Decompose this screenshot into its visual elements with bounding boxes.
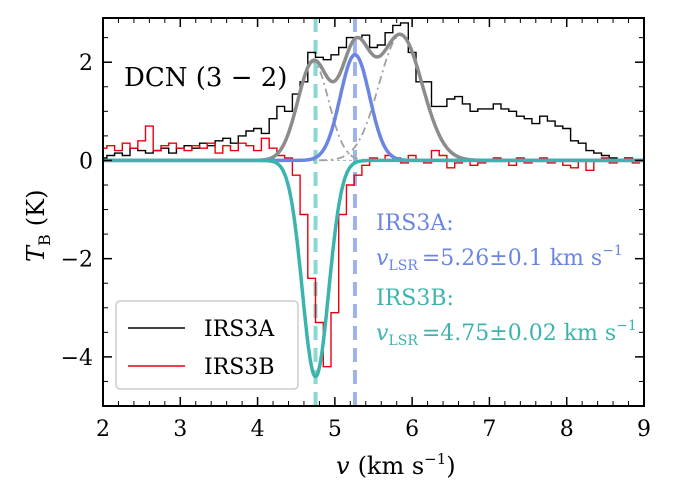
irs3b-annotation-label: IRS3B: — [376, 286, 454, 311]
x-tick-label: 5 — [328, 417, 342, 442]
y-axis-label: TB (K) — [22, 190, 54, 262]
x-axis-unit: (km s — [358, 452, 425, 480]
x-axis-unit-exp: −1 — [424, 450, 446, 468]
series-irs3a — [103, 22, 641, 162]
irs3a-vlsr-exp: −1 — [602, 243, 623, 259]
y-tick-label: −4 — [61, 346, 93, 371]
ticks-group — [102, 18, 645, 406]
x-axis-unit-close: ) — [446, 452, 455, 480]
irs3a-annotation-vlsr: vLSR =5.26±0.1 km s−1 — [376, 243, 623, 274]
y-tick-label: 0 — [79, 149, 93, 174]
tick-labels-group: 2 3 4 5 6 7 8 9 −4 −2 0 2 — [61, 51, 651, 442]
chart-title: DCN (3 − 2) — [124, 63, 287, 93]
x-tick-label: 4 — [251, 417, 265, 442]
irs3a-vlsr-symbol: v — [376, 246, 389, 271]
irs3a-vlsr-subscript: LSR — [388, 258, 418, 274]
y-axis-symbol: T — [22, 244, 50, 262]
x-tick-label: 8 — [560, 417, 574, 442]
y-tick-label: −2 — [61, 248, 93, 273]
irs3b-vlsr-exp: −1 — [616, 318, 637, 334]
fits-group — [103, 32, 644, 379]
y-tick-label: 2 — [79, 51, 93, 76]
irs3b-annotation-vlsr: vLSR =4.75±0.02 km s−1 — [376, 318, 637, 349]
y-axis-unit: (K) — [22, 190, 50, 227]
legend-box — [115, 300, 299, 390]
annotations: IRS3A: vLSR =5.26±0.1 km s−1 IRS3B: vLSR =… — [376, 211, 637, 349]
x-tick-label: 3 — [173, 417, 187, 442]
x-tick-label: 6 — [405, 417, 419, 442]
legend-label-irs3b: IRS3B — [204, 355, 275, 380]
legend: IRS3A IRS3B — [115, 300, 299, 390]
irs3b-vlsr-symbol: v — [376, 321, 389, 346]
irs3b-vlsr-value: =4.75±0.02 km s — [422, 321, 616, 346]
x-axis-symbol: v — [336, 452, 350, 480]
plot-frame — [102, 17, 645, 407]
irs3a-vlsr-value: =5.26±0.1 km s — [422, 246, 602, 271]
x-tick-label: 9 — [637, 417, 651, 442]
x-axis-label: v (km s−1) — [336, 450, 456, 480]
x-tick-label: 2 — [96, 417, 110, 442]
y-axis-subscript: B — [35, 234, 54, 246]
irs3b-vlsr-subscript: LSR — [388, 333, 418, 349]
x-tick-label: 7 — [482, 417, 496, 442]
irs3a-annotation-label: IRS3A: — [376, 211, 454, 236]
fit-irs3b — [103, 158, 644, 379]
legend-label-irs3a: IRS3A — [204, 317, 275, 342]
